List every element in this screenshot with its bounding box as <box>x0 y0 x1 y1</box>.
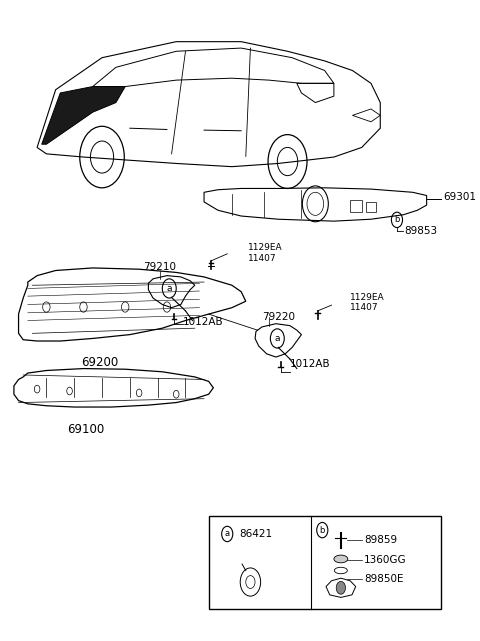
Text: a: a <box>167 284 172 293</box>
Text: 1129EA
11407: 1129EA 11407 <box>350 293 385 312</box>
Text: b: b <box>394 215 400 224</box>
Text: 89850E: 89850E <box>364 574 404 584</box>
Text: 1360GG: 1360GG <box>364 554 407 565</box>
Ellipse shape <box>334 555 348 563</box>
Text: 86421: 86421 <box>239 529 272 539</box>
Text: b: b <box>320 526 325 535</box>
Text: 89859: 89859 <box>364 535 397 545</box>
Circle shape <box>336 581 346 594</box>
Text: 69100: 69100 <box>67 423 105 436</box>
Text: 89853: 89853 <box>404 226 437 236</box>
Text: 79210: 79210 <box>144 262 177 272</box>
Bar <box>366 202 376 212</box>
Text: 79220: 79220 <box>262 312 295 322</box>
Text: 69200: 69200 <box>81 356 119 369</box>
Text: 1129EA
11407: 1129EA 11407 <box>248 244 283 263</box>
Text: a: a <box>275 334 280 343</box>
Text: a: a <box>225 529 230 538</box>
Text: 1012AB: 1012AB <box>290 359 330 369</box>
Bar <box>209 516 441 609</box>
Polygon shape <box>42 87 125 144</box>
Text: 69301: 69301 <box>443 192 476 203</box>
Bar <box>350 200 362 212</box>
Text: 1012AB: 1012AB <box>183 317 224 328</box>
